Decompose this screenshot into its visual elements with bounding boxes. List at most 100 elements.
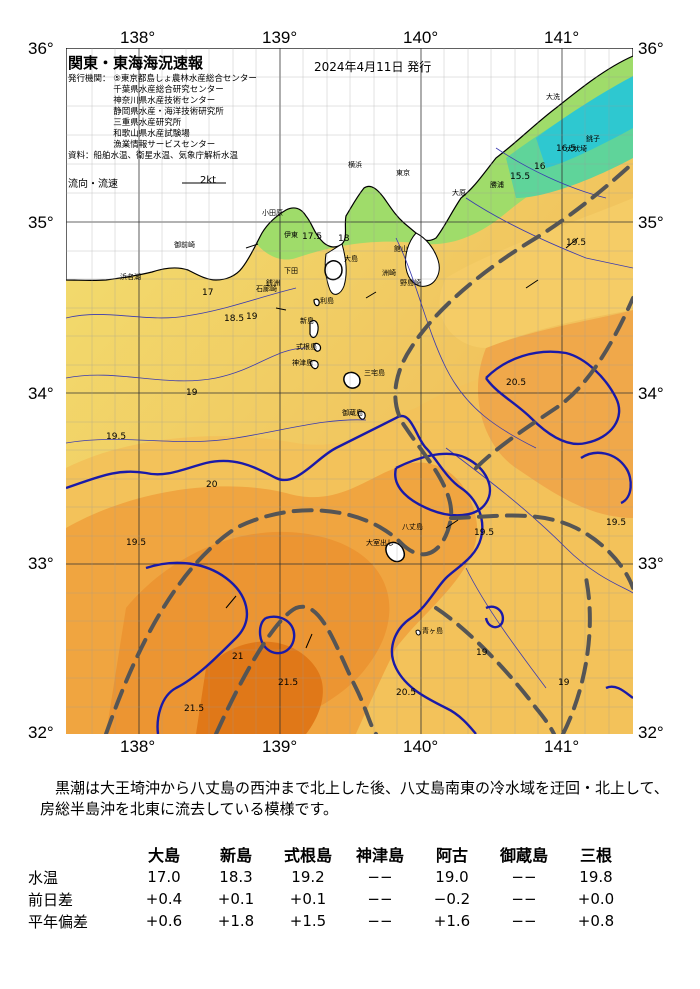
lat-label-33: 33° bbox=[28, 554, 54, 573]
place-label: 下田 bbox=[284, 267, 298, 275]
source-line: 漁業情報サービスセンター bbox=[68, 140, 216, 150]
place-label: 銚子 bbox=[586, 135, 600, 143]
table-cell: −0.2 bbox=[433, 890, 471, 908]
column-header: 三根 bbox=[579, 846, 612, 865]
lon-label-140: 140° bbox=[403, 28, 439, 47]
place-label: 御前崎 bbox=[174, 241, 195, 249]
isotherm-label: 20 bbox=[206, 480, 218, 490]
island-kozushima bbox=[309, 360, 319, 370]
place-label: 横浜 bbox=[348, 161, 362, 169]
place-label: 利島 bbox=[320, 297, 334, 305]
lon-label-138-bottom: 138° bbox=[120, 737, 156, 756]
row-label: 水温 bbox=[28, 868, 59, 887]
table-cell: −− bbox=[367, 890, 393, 908]
lon-label-141-bottom: 141° bbox=[544, 737, 580, 756]
place-label: 洲崎 bbox=[382, 269, 396, 277]
map-title: 関東・東海海況速報 bbox=[68, 54, 204, 72]
table-cell: 17.0 bbox=[147, 868, 181, 886]
isotherm-lines bbox=[66, 147, 633, 689]
place-label: 伊東 bbox=[284, 231, 298, 239]
row-label: 前日差 bbox=[28, 890, 74, 909]
table-row: 水温 17.0 18.3 19.2 −− 19.0 −− 19.8 bbox=[28, 866, 632, 888]
row-label: 平年偏差 bbox=[28, 912, 89, 931]
table-cell: +0.8 bbox=[577, 912, 615, 930]
island-oshima bbox=[324, 260, 343, 281]
isotherm-label: 19 bbox=[476, 648, 488, 658]
isotherm-label: 16.5 bbox=[556, 144, 577, 154]
issue-date: 2024年4月11日 発行 bbox=[314, 60, 432, 74]
source-line: 和歌山県水産試験場 bbox=[68, 129, 190, 139]
column-header: 式根島 bbox=[283, 846, 332, 865]
source-line: 神奈川県水産技術センター bbox=[68, 96, 216, 106]
place-label: 神津島 bbox=[292, 359, 313, 367]
place-label: 浜名湖 bbox=[120, 273, 141, 281]
source-line: 千葉県水産総合研究センター bbox=[68, 85, 224, 95]
isotherm-label: 16 bbox=[534, 162, 546, 172]
place-label: 勝浦 bbox=[490, 181, 504, 189]
lon-label-138: 138° bbox=[120, 28, 156, 47]
lat-label-36-right: 36° bbox=[638, 39, 664, 58]
island-toshima bbox=[313, 298, 320, 307]
minor-graticule bbox=[66, 48, 633, 734]
table-cell: 19.8 bbox=[579, 868, 613, 886]
column-header: 新島 bbox=[219, 846, 252, 865]
island-niijima bbox=[309, 319, 319, 339]
table-header-row: 大島 新島 式根島 神津島 阿古 御蔵島 三根 bbox=[28, 842, 632, 866]
table-cell: +1.8 bbox=[217, 912, 255, 930]
place-label: 石廊崎 bbox=[256, 285, 277, 293]
cold-water-core bbox=[536, 76, 633, 168]
place-label: 犬吠埼 bbox=[566, 145, 587, 153]
place-label: 館山 bbox=[394, 245, 408, 253]
isotherm-label: 19.5 bbox=[474, 528, 495, 538]
source-line: 三重県水産研究所 bbox=[68, 118, 182, 128]
source-line: 発行機関： ⑤東京都島しょ農林水産総合センター bbox=[68, 74, 257, 84]
isotherm-label: 19.5 bbox=[126, 538, 147, 548]
column-header: 神津島 bbox=[355, 846, 404, 865]
table-cell: −− bbox=[511, 912, 537, 930]
table-cell: −− bbox=[511, 868, 537, 886]
isotherm-label: 15.5 bbox=[510, 172, 531, 182]
table-cell: 19.0 bbox=[435, 868, 469, 886]
table-cell: +0.1 bbox=[289, 890, 327, 908]
boso-offshore-zone bbox=[439, 198, 633, 348]
place-label: 三宅島 bbox=[364, 369, 385, 377]
column-header: 大島 bbox=[147, 846, 180, 865]
table-cell: +0.1 bbox=[217, 890, 255, 908]
place-label: 東京 bbox=[396, 169, 410, 177]
kuroshio-axis bbox=[104, 161, 633, 734]
place-label: 大室出し bbox=[366, 539, 394, 547]
table-cell: 19.2 bbox=[291, 868, 325, 886]
place-label: 御蔵島 bbox=[342, 409, 363, 417]
isotherm-label: 17 bbox=[202, 288, 214, 298]
table-cell: +0.6 bbox=[145, 912, 183, 930]
east-warm-zone bbox=[477, 310, 633, 518]
column-header: 御蔵島 bbox=[499, 846, 548, 865]
place-label: 大洗 bbox=[546, 93, 560, 101]
column-header: 阿古 bbox=[435, 846, 468, 865]
table-cell: +0.0 bbox=[577, 890, 615, 908]
isotherm-label: 20.5 bbox=[506, 378, 527, 388]
lat-label-35-right: 35° bbox=[638, 213, 664, 232]
current-legend-label: 流向・流速 bbox=[68, 179, 118, 190]
isotherm-label: 18.5 bbox=[224, 314, 245, 324]
table-cell: −− bbox=[367, 912, 393, 930]
island-shikinejima bbox=[313, 342, 322, 352]
isotherm-label: 19 bbox=[558, 678, 570, 688]
isotherm-label: 21 bbox=[232, 652, 244, 662]
place-label: 八丈島 bbox=[402, 523, 423, 531]
place-label: 青ヶ島 bbox=[422, 627, 443, 635]
lon-label-141: 141° bbox=[544, 28, 580, 47]
table-cell: +0.4 bbox=[145, 890, 183, 908]
table-cell: +1.6 bbox=[433, 912, 471, 930]
place-label: 大島 bbox=[344, 255, 358, 263]
source-list: 発行機関： ⑤東京都島しょ農林水産総合センター 千葉県水産総合研究センター 神奈… bbox=[68, 74, 257, 162]
map-canvas bbox=[66, 48, 633, 734]
source-line: 資料：船舶水温、衛星水温、気象庁解析水温 bbox=[68, 151, 239, 161]
table-cell: −− bbox=[367, 868, 393, 886]
isotherm-label: 19.5 bbox=[606, 518, 627, 528]
isotherm-label: 19.5 bbox=[566, 238, 587, 248]
sea-temperature-map: 関東・東海海況速報 2024年4月11日 発行 発行機関： ⑤東京都島しょ農林水… bbox=[66, 48, 633, 734]
table-cell: −− bbox=[511, 890, 537, 908]
lat-label-32: 32° bbox=[28, 723, 54, 742]
source-line: 静岡県水産・海洋技術研究所 bbox=[68, 107, 224, 117]
